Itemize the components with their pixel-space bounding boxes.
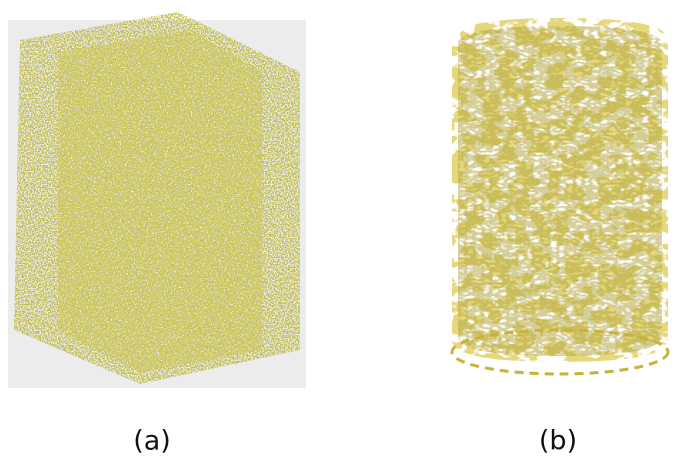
page: {"panels": [{"label": "(a)"}, {"label": … xyxy=(0,0,676,468)
panel-b-image xyxy=(452,18,668,374)
panel-label: (b) xyxy=(539,426,577,457)
panel-label: (a) xyxy=(133,426,171,457)
panel-a-image xyxy=(8,12,306,388)
figure: (a) (b) xyxy=(0,0,676,468)
cylinder-shading xyxy=(458,26,662,356)
dense-particles xyxy=(58,30,262,372)
